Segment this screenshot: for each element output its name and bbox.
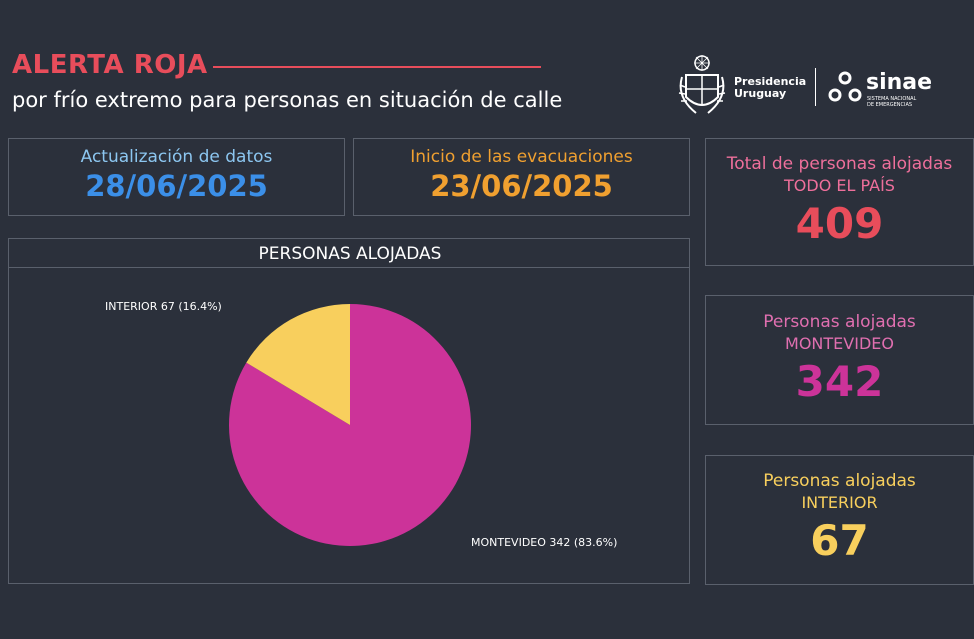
kpi-interior-card: Personas alojadas INTERIOR 67: [705, 455, 974, 585]
kpi-total-label: Total de personas alojadas: [726, 154, 953, 174]
kpi-total-scope: TODO EL PAÍS: [784, 176, 895, 195]
kpi-montevideo-scope: MONTEVIDEO: [785, 334, 894, 353]
kpi-montevideo-value: 342: [795, 357, 884, 406]
kpi-total-card: Total de personas alojadas TODO EL PAÍS …: [705, 138, 974, 266]
pie-chart: MONTEVIDEO 342 (83.6%) INTERIOR 67 (16.4%…: [105, 300, 617, 549]
presidencia-text-2: Uruguay: [734, 87, 787, 100]
presidencia-text-1: Presidencia: [734, 75, 807, 88]
coat-of-arms-icon: [678, 55, 726, 114]
sinae-line-2: DE EMERGENCIAS: [867, 102, 913, 108]
title-divider: [213, 66, 541, 68]
kpi-interior-scope: INTERIOR: [801, 493, 878, 512]
page-title: ALERTA ROJA: [12, 50, 208, 80]
evacuation-start-card: Inicio de las evacuaciones 23/06/2025: [353, 138, 690, 216]
kpi-total-value: 409: [795, 199, 884, 248]
pie-label-montevideo: MONTEVIDEO 342 (83.6%): [471, 536, 617, 549]
pie-chart-card: PERSONAS ALOJADAS MONTEVIDEO 342 (83.6%)…: [8, 238, 690, 584]
pie-label-interior: INTERIOR 67 (16.4%): [105, 300, 222, 313]
kpi-montevideo-label: Personas alojadas: [763, 312, 916, 332]
update-date-label: Actualización de datos: [80, 147, 273, 167]
page-subtitle: por frío extremo para personas en situac…: [12, 88, 563, 112]
sinae-name: sinae: [866, 70, 933, 95]
presidencia-logo: Presidencia Uruguay: [676, 53, 806, 121]
pie-chart-title: PERSONAS ALOJADAS: [258, 244, 442, 264]
kpi-interior-value: 67: [810, 516, 869, 565]
sinae-logo: sinae SISTEMA NACIONAL DE EMERGENCIAS: [828, 66, 932, 108]
update-date-value: 28/06/2025: [85, 169, 268, 203]
sinae-icon: [828, 71, 862, 102]
kpi-interior-label: Personas alojadas: [763, 471, 916, 491]
kpi-montevideo-card: Personas alojadas MONTEVIDEO 342: [705, 295, 974, 425]
pie-slice-interior: [246, 304, 350, 425]
update-date-card: Actualización de datos 28/06/2025: [8, 138, 345, 216]
pie-chart-header-line: [9, 267, 689, 268]
logo-divider: [815, 68, 816, 106]
evacuation-start-value: 23/06/2025: [430, 169, 613, 203]
sinae-line-1: SISTEMA NACIONAL: [867, 96, 917, 102]
pie-slice-montevideo: [228, 304, 471, 546]
evacuation-start-label: Inicio de las evacuaciones: [410, 147, 633, 167]
